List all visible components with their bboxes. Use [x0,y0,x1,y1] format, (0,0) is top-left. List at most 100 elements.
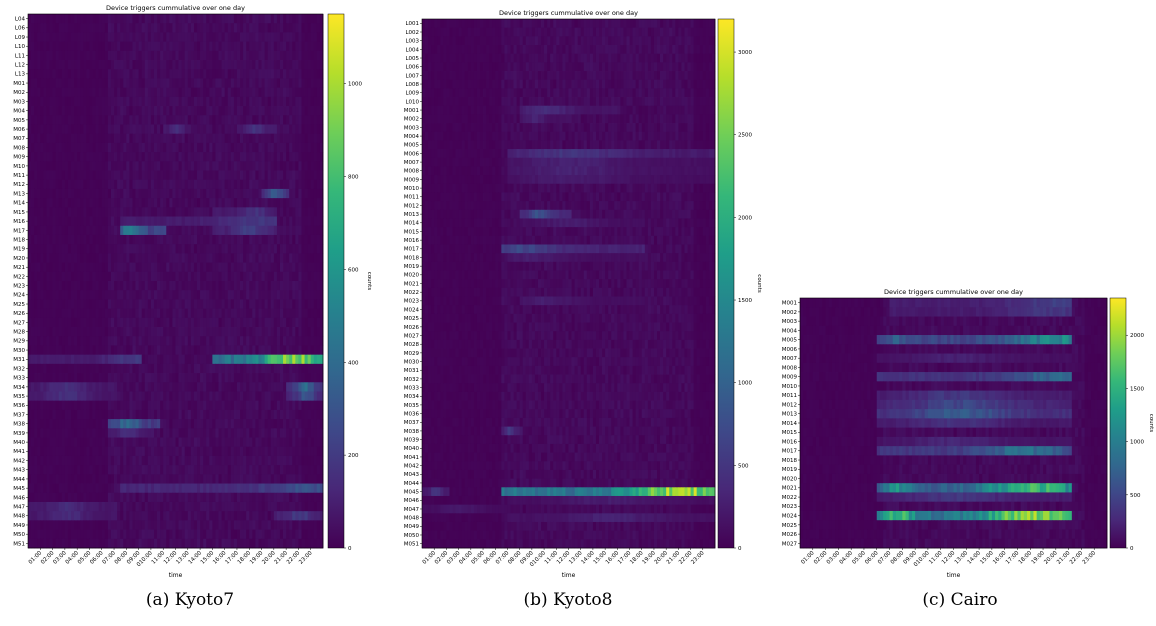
heatmap-cell [157,142,161,153]
heatmap-cell [264,465,269,475]
heatmap-cell [175,465,179,475]
heatmap-cell [252,391,256,402]
heatmap-cell [153,419,158,429]
heatmap-cell [153,78,158,89]
heatmap-cell [80,253,84,263]
heatmap-cell [261,78,266,89]
heatmap-cell [64,391,69,402]
heatmap-cell [190,428,195,438]
heatmap-cell [67,465,72,475]
heatmap-cell [224,465,229,475]
heatmap-cell [200,244,204,254]
heatmap-cell [298,290,302,300]
heatmap-cell [34,207,38,217]
heatmap-cell [224,354,229,365]
heatmap-cell [227,198,232,208]
heatmap-cell [86,474,90,484]
heatmap-cell [209,78,213,89]
heatmap-cell [310,391,315,402]
heatmap-cell [160,96,164,107]
heatmap-cell [197,271,201,282]
heatmap-cell [98,115,103,125]
heatmap-cell [49,290,53,300]
heatmap-cell [310,78,315,89]
heatmap-cell [255,271,259,282]
heatmap-cell [236,225,241,236]
heatmap-cell [101,133,106,144]
heatmap-cell [289,391,293,402]
heatmap-cell [249,253,253,263]
heatmap-cell [319,336,324,346]
heatmap-cell [236,327,241,337]
heatmap-cell [117,409,121,420]
heatmap-cell [233,253,238,263]
heatmap-cell [172,207,176,217]
heatmap-cell [83,336,87,346]
heatmap-cell [129,382,133,392]
heatmap-cell [200,428,204,438]
heatmap-cell [40,327,44,337]
heatmap-cell [261,299,266,310]
heatmap-cell [200,409,204,420]
heatmap-cell [224,262,229,273]
heatmap-cell [147,474,152,484]
heatmap-cell [89,253,93,263]
heatmap-cell [92,14,96,24]
heatmap-cell [43,308,47,319]
heatmap-cell [49,317,53,328]
heatmap-cell [40,142,44,153]
heatmap-cell [77,244,81,254]
heatmap-cell [209,179,213,190]
heatmap-cell [209,115,213,125]
heatmap-cell [129,299,133,310]
heatmap-cell [184,391,189,402]
heatmap-cell [316,262,321,273]
heatmap-cell [175,41,179,52]
heatmap-cell [316,78,321,89]
heatmap-cell [240,437,244,448]
heatmap-cell [120,437,124,448]
heatmap-cell [233,308,238,319]
heatmap-cell [67,281,72,291]
heatmap-cell [135,455,140,466]
heatmap-cell [83,317,87,328]
heatmap-cell [98,400,103,411]
heatmap-cell [316,23,321,33]
heatmap-cell [233,234,238,245]
heatmap-cell [310,23,315,33]
heatmap-cell [58,234,63,245]
heatmap-cell [28,492,32,503]
heatmap-cell [163,14,167,24]
heatmap-cell [316,244,321,254]
heatmap-cell [319,446,324,457]
heatmap-cell [157,78,161,89]
heatmap-cell [283,78,287,89]
heatmap-cell [190,262,195,273]
heatmap-cell [190,281,195,291]
heatmap-cell [310,96,315,107]
heatmap-cell [110,133,115,144]
heatmap-cell [132,437,136,448]
heatmap-cell [74,446,78,457]
heatmap-cell [224,437,229,448]
heatmap-cell [58,465,63,475]
heatmap-cell [283,363,287,374]
heatmap-cell [175,69,179,79]
heatmap-cell [233,170,238,181]
heatmap-cell [215,327,219,337]
heatmap-cell [200,188,204,199]
heatmap-cell [55,419,60,429]
heatmap-cell [98,299,103,310]
heatmap-cell [246,216,250,227]
heatmap-cell [132,373,136,383]
heatmap-cell [227,308,232,319]
heatmap-cell [43,382,47,392]
heatmap-cell [236,142,241,153]
heatmap-cell [58,354,63,365]
heatmap-cell [52,124,57,135]
heatmap-cell [197,262,201,273]
heatmap-cell [120,124,124,135]
heatmap-cell [67,115,72,125]
heatmap-cell [319,115,324,125]
heatmap-cell [261,336,266,346]
